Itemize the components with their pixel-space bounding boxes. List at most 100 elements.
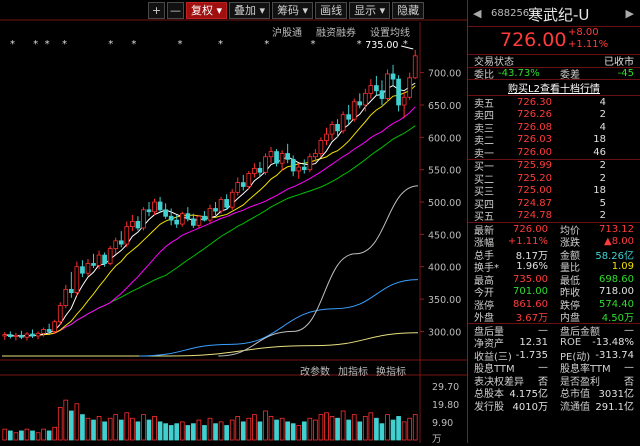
ask-row: 卖三 726.08 4 [468,121,640,135]
hide-button[interactable]: 隐藏 [392,2,425,19]
volume-axis-label: 万 [432,434,442,443]
volume-bar [390,419,396,441]
info-value: — [624,324,634,336]
last-price: 726.00 [500,29,567,51]
diff-label: 委差 [560,69,580,81]
candle-body [235,182,241,193]
bid-volume: 18 [593,185,606,197]
candle-body [85,263,91,274]
volume-axis-label: 29.70 [432,382,459,393]
info-label: 发行股 [474,401,504,413]
candle-body [401,96,407,106]
zoom-in-button[interactable]: + [148,2,165,19]
price-axis-label: 400.00 [428,263,461,274]
hk-connect-link[interactable]: 沪股通 [272,28,302,39]
volume-bar [218,421,224,441]
quote-label: 量比 [560,263,580,275]
candle-body [207,208,213,221]
candle-body [229,191,235,208]
bid-volume: 5 [599,197,606,209]
status-row: 交易状态 已收市 [468,54,640,69]
indicator-links: 改参数 加指标 换指标 [300,363,406,378]
ma120-line [139,279,419,357]
volume-bar [146,419,152,441]
volume-bar [351,414,357,441]
set-ma-link[interactable]: 设置均线 [370,28,410,39]
overlay-button[interactable]: 叠加 ▾ [229,2,271,19]
l2-quote-link[interactable]: 购买L2查看十档行情 [508,84,600,95]
quote-row: 外盘 3.67万 内盘 4.50万 [468,311,640,324]
ask-label: 卖一 [474,148,494,160]
volume-bar [324,412,329,441]
candle-body [379,90,385,99]
candle-body [279,153,285,164]
candle-body [224,199,229,208]
quote-label: 总手 [474,250,494,262]
volume-bar [368,412,374,441]
candle-body [80,266,85,274]
volume-bar [252,414,257,441]
info-label: 总市值 [560,389,590,401]
quote-value: 8.17万 [515,250,548,262]
next-stock-icon[interactable]: ▶ [625,7,634,20]
quote-row: 最新 726.00 均价 713.12 [468,223,640,237]
info-row: 净资产 12.31 ROE -13.48% [468,337,640,350]
candle-body [218,199,224,212]
candle-body [396,78,401,106]
change-params-link[interactable]: 改参数 [300,367,330,378]
price-axis-label: 650.00 [428,101,461,112]
chips-button[interactable]: 筹码 ▾ [272,2,314,19]
info-row: 总股本 4.175亿 总市值 3031亿 [468,387,640,400]
volume-bar [135,421,141,441]
candle-body [124,226,130,245]
quote-label: 跌停 [560,300,580,312]
volume-bar [379,423,385,441]
ask-row: 卖五 726.30 4 [468,96,640,110]
kline-chart-area[interactable]: 700.00 650.00 600.00 550.00 500.00 450.00 400.… [0,0,467,445]
display-button[interactable]: 显示 ▾ [349,2,391,19]
info-row: 收益(三) -1.735 PE(动) -313.74 [468,349,640,363]
zoom-out-button[interactable]: — [167,2,184,19]
quote-label: 涨停 [474,300,494,312]
ma20-line [4,106,416,337]
volume-bar [174,423,180,441]
candle-body [74,266,80,294]
draw-button[interactable]: 画线 [315,2,348,19]
info-value: -1.735 [515,349,548,361]
candle-body [2,334,8,337]
kline-chart[interactable]: 700.00 650.00 600.00 550.00 500.00 450.00 400.… [0,0,467,445]
candle-body [368,85,374,94]
bid-volume: 2 [599,210,606,222]
prev-stock-icon[interactable]: ◀ [473,7,482,20]
volume-bar [207,417,213,441]
event-marker: * [403,39,408,50]
quote-value: 1.96% [516,261,548,273]
volume-bar [152,416,157,441]
margin-trading-link[interactable]: 融资融券 [316,28,356,39]
quote-label: 昨收 [560,288,580,300]
info-value: -313.74 [595,349,634,361]
candle-body [130,221,135,228]
add-indicator-link[interactable]: 加指标 [338,367,368,378]
volume-bar [68,410,74,441]
adjust-button[interactable]: 复权 ▾ [186,2,228,19]
ask-label: 卖二 [474,136,494,148]
ask-label: 卖四 [474,111,494,123]
ask-row: 卖一 726.00 46 [468,146,640,160]
candle-body [113,240,119,250]
candle-body [41,329,46,334]
quote-label: 外盘 [474,313,494,325]
info-label: ROE [560,337,582,349]
quote-value: 1.09 [611,261,634,273]
volume-bar [35,432,41,441]
volume-bar [318,414,324,441]
ask-price: 726.08 [517,121,552,133]
volume-bar [30,430,35,441]
status-value: 已收市 [604,57,634,69]
candle-body [407,77,413,98]
volume-bar [396,416,401,441]
info-label: 流通值 [560,401,590,413]
volume-bar [41,428,46,441]
bid-row: 买二 725.20 2 [468,172,640,186]
switch-indicator-link[interactable]: 换指标 [376,367,406,378]
